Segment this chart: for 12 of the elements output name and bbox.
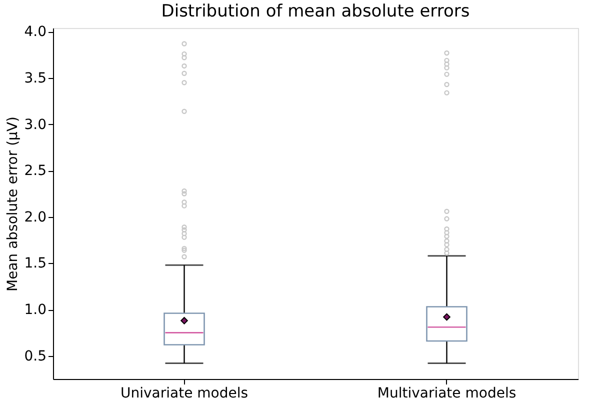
y-tick-label: 3.5: [24, 70, 46, 87]
x-tick-label: Univariate models: [120, 386, 248, 402]
y-tick-label: 2.5: [24, 163, 46, 180]
y-tick-label: 3.0: [24, 116, 46, 133]
chart-title: Distribution of mean absolute errors: [161, 2, 470, 22]
y-tick-label: 4.0: [24, 24, 46, 40]
y-tick-label: 1.0: [24, 302, 46, 318]
y-tick-label: 1.5: [24, 256, 46, 272]
y-tick-label: 0.5: [24, 348, 46, 364]
y-axis-title: Mean absolute error (μV): [5, 116, 22, 292]
x-tick-label: Multivariate models: [377, 386, 516, 402]
y-tick-label: 2.0: [24, 209, 46, 226]
